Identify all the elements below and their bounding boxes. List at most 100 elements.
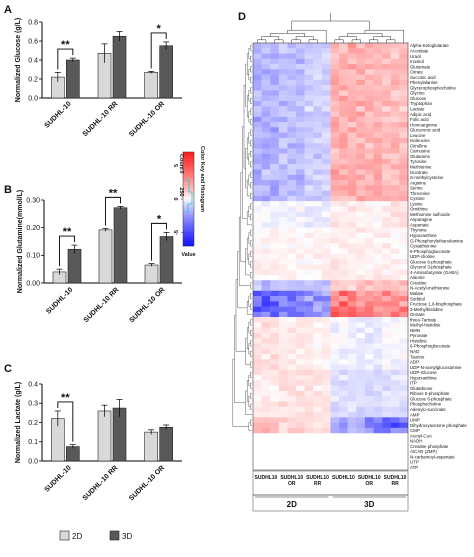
heatmap-cell — [347, 111, 357, 117]
heatmap-cell — [390, 79, 400, 86]
heatmap-cell — [313, 301, 323, 307]
heatmap-cell — [313, 185, 323, 191]
heatmap-cell — [382, 74, 391, 81]
color-key-step — [183, 224, 194, 228]
heatmap-cell — [253, 290, 262, 297]
heatmap-cell — [261, 369, 271, 376]
heatmap-cell — [356, 396, 366, 402]
heatmap-cell — [339, 253, 348, 260]
heatmap-cell — [270, 185, 279, 191]
heatmap-cell — [253, 401, 262, 407]
heatmap-cell — [399, 274, 409, 281]
bar-3d — [159, 427, 173, 462]
heatmap-cell — [261, 190, 271, 197]
heatmap-cell — [390, 322, 400, 328]
heatmap-cell — [390, 269, 400, 276]
heatmap-cell — [356, 201, 366, 207]
heatmap-cell — [382, 164, 391, 170]
heatmap-cell — [390, 90, 400, 96]
heatmap-cell — [253, 354, 262, 360]
heatmap-cell — [356, 417, 366, 423]
heatmap-cell — [382, 85, 391, 91]
heatmap-cell — [330, 259, 340, 265]
heatmap-cell — [287, 332, 297, 339]
heatmap-cell — [390, 137, 400, 144]
heatmap-cell — [296, 169, 305, 175]
heatmap-cell — [339, 211, 348, 218]
heatmap-row-label: Glutathione — [410, 386, 433, 391]
heatmap-cell — [399, 285, 409, 291]
category-label: SUDHL-10 — [45, 286, 74, 315]
heatmap-cell — [364, 116, 374, 123]
heatmap-cell — [296, 143, 305, 149]
heatmap-cell — [330, 427, 340, 434]
heatmap-cell — [278, 195, 288, 202]
heatmap-row-label: UTP — [410, 460, 419, 465]
heatmap-cell — [330, 396, 340, 402]
heatmap-cell — [321, 190, 331, 197]
heatmap-cell — [261, 174, 271, 181]
heatmap-cell — [373, 338, 383, 344]
heatmap-cell — [356, 290, 366, 297]
heatmap-cell — [339, 53, 348, 59]
column-dendrogram — [274, 39, 284, 43]
heatmap-cell — [261, 69, 271, 75]
heatmap-cell — [278, 79, 288, 86]
heatmap-cell — [296, 280, 305, 286]
heatmap-row-label: N-carbamoyl-aspartate — [410, 454, 455, 459]
heatmap-cell — [287, 53, 297, 59]
heatmap-cell — [399, 232, 409, 239]
heatmap-cell — [339, 290, 348, 297]
heatmap-cell — [330, 169, 340, 175]
heatmap-cell — [321, 174, 331, 181]
heatmap-cell — [399, 375, 409, 381]
row-dendrogram — [250, 66, 252, 73]
heatmap-cell — [339, 343, 348, 349]
heatmap-cell — [390, 359, 400, 365]
heatmap-cell — [253, 306, 262, 312]
row-dendrogram — [250, 403, 252, 410]
heatmap-cell — [321, 375, 331, 381]
heatmap-cell — [373, 401, 383, 407]
heatmap-cell — [356, 222, 366, 228]
heatmap-cell — [304, 85, 314, 91]
bar-3d — [159, 236, 174, 284]
heatmap-cell — [313, 369, 323, 376]
heatmap-cell — [356, 206, 366, 212]
row-dendrogram — [248, 295, 251, 307]
heatmap-cell — [347, 317, 357, 323]
row-dendrogram — [250, 214, 252, 220]
heatmap-cell — [356, 74, 366, 81]
heatmap-cell — [313, 48, 323, 54]
heatmap-cell — [253, 137, 262, 144]
heatmap-cell — [278, 412, 288, 418]
heatmap-cell — [330, 58, 340, 65]
heatmap-cell — [339, 48, 348, 54]
row-dendrogram — [242, 126, 248, 219]
heatmap-cell — [356, 285, 366, 291]
row-dendrogram — [250, 193, 252, 199]
heatmap-cell — [270, 348, 279, 355]
heatmap-cell — [373, 422, 383, 428]
heatmap-cell — [339, 327, 348, 334]
heatmap-cell — [313, 280, 323, 286]
heatmap-cell — [347, 153, 357, 160]
heatmap-cell — [261, 422, 271, 428]
heatmap-cell — [287, 222, 297, 228]
heatmap-cell — [278, 122, 288, 128]
heatmap-cell — [253, 174, 262, 181]
heatmap-cell — [270, 48, 279, 54]
heatmap-cell — [382, 79, 391, 86]
heatmap-cell — [287, 206, 297, 212]
heatmap-cell — [313, 79, 323, 86]
row-dendrogram — [248, 322, 251, 334]
heatmap-cell — [364, 248, 374, 255]
column-dendrogram — [347, 33, 383, 37]
heatmap-cell — [296, 64, 305, 70]
heatmap-cell — [270, 359, 279, 365]
heatmap-cell — [313, 190, 323, 197]
heatmap-cell — [330, 174, 340, 181]
heatmap-cell — [364, 406, 374, 413]
heatmap-cell — [296, 296, 305, 302]
heatmap-cell — [296, 48, 305, 54]
